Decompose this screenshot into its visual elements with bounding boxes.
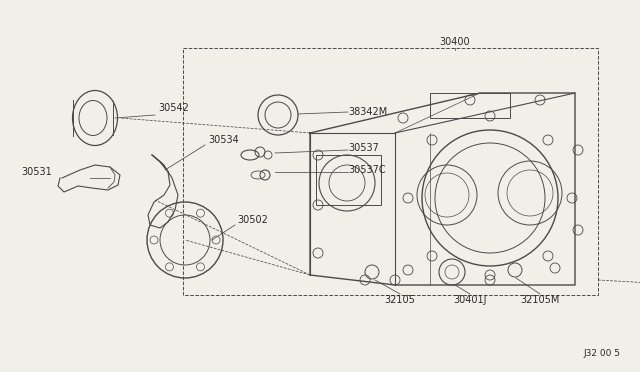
Bar — [316, 155, 381, 205]
Bar — [183, 48, 598, 295]
Text: 30537C: 30537C — [348, 165, 386, 175]
Text: J32 00 5: J32 00 5 — [583, 349, 620, 358]
Text: 30542: 30542 — [158, 103, 189, 113]
Bar — [430, 93, 510, 118]
Text: 30400: 30400 — [440, 37, 470, 47]
Text: 30401J: 30401J — [453, 295, 487, 305]
Text: 30531: 30531 — [21, 167, 52, 177]
Text: 32105M: 32105M — [520, 295, 560, 305]
Text: 30537: 30537 — [348, 143, 379, 153]
Text: 30502: 30502 — [237, 215, 268, 225]
Text: 38342M: 38342M — [348, 107, 387, 117]
Text: 32105: 32105 — [385, 295, 415, 305]
Text: 30534: 30534 — [208, 135, 239, 145]
